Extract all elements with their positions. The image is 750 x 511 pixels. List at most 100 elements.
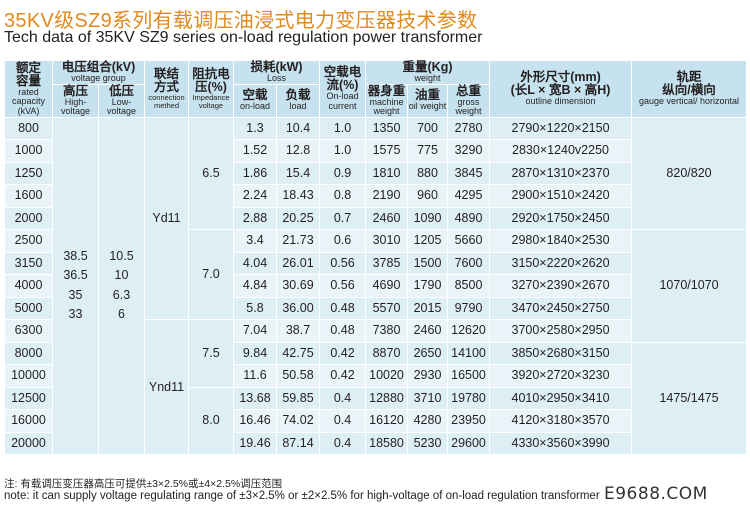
cell-oil-weight: 1205 xyxy=(407,229,449,253)
cell-oil-weight: 700 xyxy=(407,116,449,141)
table-row: 2000 2.88 20.25 0.7 2460 1090 4890 2920×… xyxy=(4,206,747,231)
cell-load-loss: 50.58 xyxy=(275,364,321,388)
cell-capacity: 800 xyxy=(4,116,53,141)
header-loss: 损耗(kW) Loss xyxy=(232,60,321,85)
cell-current: 0.8 xyxy=(319,184,367,208)
impedance-cell-d: 8.0 xyxy=(188,386,234,456)
table-row: 1000 1.52 12.8 1.0 1575 775 3290 2830×12… xyxy=(4,139,747,163)
cell-capacity: 8000 xyxy=(4,341,53,366)
cell-dimension: 2830×1240v2250 xyxy=(489,139,633,163)
watermark: E9688.COM xyxy=(604,484,708,504)
footnote-en: note: it can supply voltage regulating r… xyxy=(4,490,600,502)
table-body: 800 38.5 36.5 35 33 10.5 10 6.3 6 Yd11 6… xyxy=(4,116,748,456)
cell-machine-weight: 2460 xyxy=(365,206,409,231)
cell-gross-weight: 3845 xyxy=(447,161,491,186)
cell-no-load-loss: 4.84 xyxy=(233,274,277,298)
cell-no-load-loss: 4.04 xyxy=(233,251,277,276)
cell-oil-weight: 2015 xyxy=(407,296,449,321)
page-title-en: Tech data of 35KV SZ9 series on-load reg… xyxy=(4,29,483,46)
cell-gross-weight: 4890 xyxy=(447,206,491,231)
cell-dimension: 3150×2220×2620 xyxy=(489,251,633,276)
cell-current: 0.9 xyxy=(319,161,367,186)
cell-current: 0.48 xyxy=(319,296,367,321)
hv-group-cell: 38.5 36.5 35 33 xyxy=(52,116,99,456)
cell-machine-weight: 12880 xyxy=(365,386,409,411)
cell-oil-weight: 1790 xyxy=(407,274,449,298)
cell-no-load-loss: 1.86 xyxy=(233,161,277,186)
cell-load-loss: 30.69 xyxy=(275,274,321,298)
connection-cell-ynd11: Ynd11 xyxy=(144,319,189,456)
impedance-cell-a: 6.5 xyxy=(188,116,234,231)
cell-gross-weight: 9790 xyxy=(447,296,491,321)
header-dimension: 外形尺寸(mm) (长L × 宽B × 高H) outline dimensio… xyxy=(489,60,633,118)
cell-dimension: 3920×2720×3230 xyxy=(489,364,633,388)
cell-gross-weight: 14100 xyxy=(447,341,491,366)
table-row: 5000 5.8 36.00 0.48 5570 2015 9790 3470×… xyxy=(4,296,747,321)
cell-dimension: 4120×3180×3570 xyxy=(489,409,633,433)
cell-machine-weight: 7380 xyxy=(365,319,409,343)
cell-oil-weight: 2460 xyxy=(407,319,449,343)
header-machine-weight: 器身重 machine weight xyxy=(365,83,409,118)
header-voltage-group: 电压组合(kV) voltage group xyxy=(52,60,145,85)
header-load-loss: 负载 load xyxy=(275,83,321,118)
cell-gross-weight: 12620 xyxy=(447,319,491,343)
cell-machine-weight: 16120 xyxy=(365,409,409,433)
cell-dimension: 2790×1220×2150 xyxy=(489,116,633,141)
cell-capacity: 20000 xyxy=(4,431,53,456)
footnote-cn: 注: 有载调压变压器高压可提供±3×2.5%或±4×2.5%调压范围 xyxy=(4,478,283,490)
cell-capacity: 2000 xyxy=(4,206,53,231)
cell-oil-weight: 1090 xyxy=(407,206,449,231)
cell-no-load-loss: 5.8 xyxy=(233,296,277,321)
gauge-cell-c: 1475/1475 xyxy=(631,341,748,456)
cell-load-loss: 36.00 xyxy=(275,296,321,321)
cell-dimension: 2980×1840×2530 xyxy=(489,229,633,253)
table-row: 4000 4.84 30.69 0.56 4690 1790 8500 3270… xyxy=(4,274,747,298)
cell-oil-weight: 4280 xyxy=(407,409,449,433)
cell-dimension: 3270×2390×2670 xyxy=(489,274,633,298)
cell-no-load-loss: 1.52 xyxy=(233,139,277,163)
cell-gross-weight: 7600 xyxy=(447,251,491,276)
table-row: 1600 2.24 18.43 0.8 2190 960 4295 2900×1… xyxy=(4,184,747,208)
table-row: 2500 7.0 3.4 21.73 0.6 3010 1205 5660 29… xyxy=(4,229,748,343)
header-no-load-loss: 空载 on-load xyxy=(233,83,277,118)
cell-no-load-loss: 13.68 xyxy=(233,386,277,411)
header-hv: 高压 High-voltage xyxy=(52,83,99,118)
cell-machine-weight: 8870 xyxy=(365,341,409,366)
cell-dimension: 4010×2950×3410 xyxy=(489,386,633,411)
cell-no-load-loss: 1.3 xyxy=(233,116,277,141)
cell-dimension: 2900×1510×2420 xyxy=(489,184,633,208)
cell-capacity: 1600 xyxy=(4,184,53,208)
cell-load-loss: 15.4 xyxy=(275,161,321,186)
cell-no-load-loss: 7.04 xyxy=(233,319,277,343)
cell-gross-weight: 23950 xyxy=(447,409,491,433)
table-row: 6300 Ynd11 7.5 7.04 38.7 0.48 7380 2460 … xyxy=(4,319,747,456)
cell-machine-weight: 1575 xyxy=(365,139,409,163)
lv-group-cell: 10.5 10 6.3 6 xyxy=(98,116,145,456)
cell-no-load-loss: 2.24 xyxy=(233,184,277,208)
cell-dimension: 2870×1310×2370 xyxy=(489,161,633,186)
cell-no-load-loss: 16.46 xyxy=(233,409,277,433)
table-row: 20000 19.46 87.14 0.4 18580 5230 29600 4… xyxy=(4,431,747,456)
cell-dimension: 2920×1750×2450 xyxy=(489,206,633,231)
cell-load-loss: 87.14 xyxy=(275,431,321,456)
header-connection: 联结 方式 connection methed xyxy=(144,60,189,118)
cell-load-loss: 12.8 xyxy=(275,139,321,163)
cell-machine-weight: 3785 xyxy=(365,251,409,276)
cell-oil-weight: 880 xyxy=(407,161,449,186)
cell-load-loss: 38.7 xyxy=(275,319,321,343)
cell-current: 0.56 xyxy=(319,251,367,276)
cell-no-load-loss: 19.46 xyxy=(233,431,277,456)
cell-dimension: 4330×3560×3990 xyxy=(489,431,633,456)
cell-gross-weight: 5660 xyxy=(447,229,491,253)
header-weight: 重量(Kg) weight xyxy=(365,60,491,85)
cell-current: 1.0 xyxy=(319,139,367,163)
table-row: 12500 8.0 13.68 59.85 0.4 12880 3710 197… xyxy=(4,386,747,456)
page-title-cn: 35KV级SZ9系列有载调压油浸式电力变压器技术参数 xyxy=(4,10,478,32)
cell-machine-weight: 3010 xyxy=(365,229,409,253)
cell-capacity: 2500 xyxy=(4,229,53,253)
cell-load-loss: 59.85 xyxy=(275,386,321,411)
header-impedance: 阻抗电压(%) Impedance voltage xyxy=(188,60,234,118)
cell-current: 0.6 xyxy=(319,229,367,253)
gauge-cell-a: 820/820 xyxy=(631,116,748,231)
cell-dimension: 3470×2450×2750 xyxy=(489,296,633,321)
